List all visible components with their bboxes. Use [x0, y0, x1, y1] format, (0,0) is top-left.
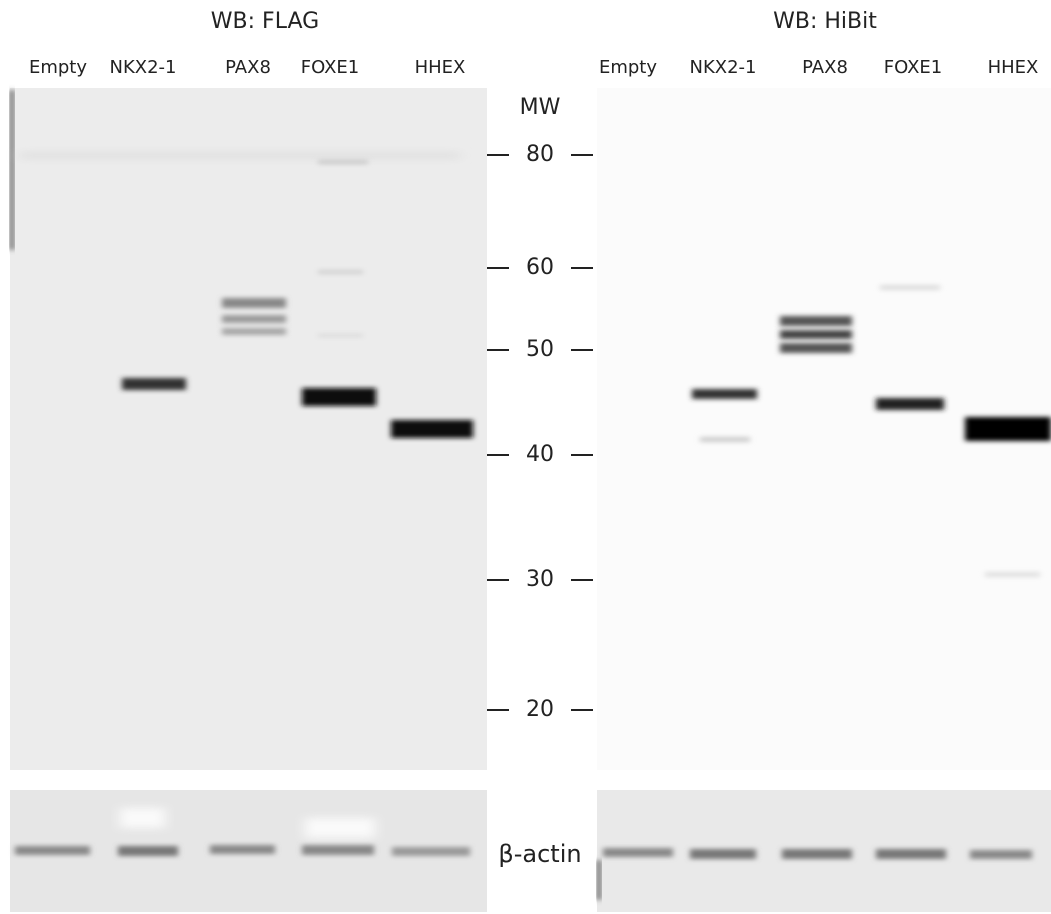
band [222, 315, 286, 323]
band [318, 160, 368, 164]
lane-label: PAX8 [802, 57, 848, 78]
lane-label: Empty [599, 57, 657, 78]
lane-label: NKX2-1 [690, 57, 757, 78]
lane-label: PAX8 [225, 57, 271, 78]
lane-label: HHEX [415, 57, 466, 78]
band [876, 398, 944, 410]
lane-label: HHEX [988, 57, 1039, 78]
band [392, 847, 470, 856]
mw-marker: 30 [526, 567, 554, 592]
band [122, 378, 186, 390]
mw-marker: 60 [526, 255, 554, 280]
band [880, 285, 940, 290]
band [302, 388, 376, 406]
mw-marker: 80 [526, 142, 554, 167]
band [780, 343, 852, 353]
band [318, 270, 363, 274]
lane-label: Empty [29, 57, 87, 78]
mw-marker: 40 [526, 442, 554, 467]
smudge [120, 808, 165, 828]
lane-label: FOXE1 [301, 57, 360, 78]
lane-label: NKX2-1 [110, 57, 177, 78]
band [780, 316, 852, 326]
band [210, 845, 275, 854]
band [222, 298, 286, 308]
flag-bands [20, 153, 473, 438]
mw-label: MW [520, 95, 561, 120]
mw-marker: 20 [526, 697, 554, 722]
band [222, 328, 286, 335]
band [20, 153, 460, 158]
band [391, 420, 473, 438]
actin-bands [15, 808, 1032, 859]
band [965, 417, 1051, 441]
lane-label: FOXE1 [884, 57, 943, 78]
blot-edge [597, 860, 601, 900]
band [700, 437, 750, 442]
band [318, 334, 363, 337]
band [690, 849, 756, 859]
panel-title: WB: HiBit [773, 9, 877, 34]
band [985, 572, 1040, 577]
band [782, 849, 852, 859]
loading-control-label: β-actin [498, 840, 581, 868]
smudge [305, 818, 375, 838]
band [603, 848, 673, 857]
band [780, 330, 852, 339]
band [118, 846, 178, 856]
mw-marker: 50 [526, 337, 554, 362]
band [692, 389, 757, 399]
hibit-bands [692, 285, 1051, 577]
band [970, 850, 1032, 859]
band [302, 845, 374, 855]
band [876, 849, 946, 859]
blot-edge [10, 90, 14, 250]
band [15, 846, 90, 855]
panel-title: WB: FLAG [211, 9, 319, 34]
